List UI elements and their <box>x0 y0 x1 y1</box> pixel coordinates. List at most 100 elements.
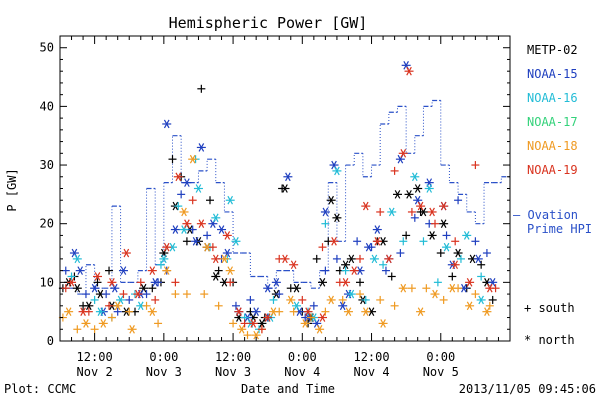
north-point <box>286 295 296 305</box>
north-point <box>110 283 120 293</box>
north-point <box>332 166 342 176</box>
south-point <box>451 237 460 246</box>
south-point <box>321 266 330 275</box>
north-point <box>349 266 359 275</box>
y-tick-label: 20 <box>40 217 54 231</box>
north-point <box>72 254 82 264</box>
x-tick-label-date: Nov 2 <box>77 365 113 379</box>
south-point <box>454 196 463 205</box>
south-point <box>471 290 480 299</box>
north-point <box>300 319 310 328</box>
south-point <box>246 295 255 304</box>
south-point <box>105 301 114 310</box>
north-point <box>147 307 157 316</box>
north-point <box>476 295 486 305</box>
south-point <box>471 161 480 170</box>
north-point <box>211 272 221 281</box>
north-point <box>93 272 102 281</box>
south-point <box>200 290 209 299</box>
x-tick-label-time: 12:00 <box>215 350 251 364</box>
south-point <box>174 202 183 211</box>
north-point <box>393 190 402 199</box>
north-point <box>473 254 483 264</box>
south-point <box>197 84 206 93</box>
south-point <box>67 272 76 281</box>
north-point <box>372 225 382 234</box>
south-point <box>168 155 177 164</box>
north-point <box>159 248 169 258</box>
north-point <box>72 283 82 293</box>
south-point <box>477 260 486 269</box>
north-point <box>413 195 423 205</box>
x-tick-label-time: 12:00 <box>77 350 113 364</box>
south-point <box>376 207 385 216</box>
north-point <box>424 184 434 193</box>
north-point <box>211 213 221 223</box>
south-point <box>208 243 217 252</box>
north-point <box>75 266 85 275</box>
south-point <box>356 254 364 263</box>
north-point <box>127 324 137 334</box>
north-point <box>208 219 218 228</box>
south-point <box>105 266 114 275</box>
north-point <box>182 178 192 187</box>
north-point <box>326 195 336 205</box>
south-point <box>379 260 388 269</box>
north-point <box>416 307 426 316</box>
north-point <box>289 260 299 270</box>
north-point <box>447 283 457 293</box>
south-point <box>231 301 240 310</box>
south-point <box>107 313 116 322</box>
south-point <box>156 260 165 269</box>
north-point <box>329 236 339 246</box>
north-point <box>384 254 394 264</box>
north-point <box>271 278 281 287</box>
south-point <box>419 237 428 246</box>
south-point <box>321 219 330 228</box>
chart-title: Hemispheric Power [GW] <box>169 14 368 32</box>
south-point <box>356 278 364 287</box>
south-point <box>387 272 396 281</box>
y-tick-label: 30 <box>40 158 54 172</box>
north-point <box>133 289 143 299</box>
ovation-legend: — Ovation <box>513 208 578 222</box>
north-point <box>346 289 356 299</box>
south-point <box>206 196 214 205</box>
north-point <box>251 307 261 316</box>
north-point <box>292 301 302 311</box>
north-point <box>107 278 117 287</box>
north-point <box>64 307 74 316</box>
north-point <box>118 266 128 275</box>
south-point <box>399 237 408 246</box>
north-point <box>159 254 169 264</box>
north-point <box>182 219 192 228</box>
south-point <box>229 319 238 328</box>
north-point <box>191 236 201 246</box>
north-point <box>398 283 408 293</box>
x-tick-label-time: 0:00 <box>426 350 455 364</box>
north-point <box>398 149 408 158</box>
south-point <box>119 290 128 299</box>
plot-timestamp: 2013/11/05 09:45:06 <box>459 382 596 396</box>
south-point <box>93 278 102 287</box>
north-point <box>188 154 198 164</box>
north-point <box>69 248 79 258</box>
north-point <box>193 184 203 193</box>
north-point <box>263 313 273 322</box>
north-point <box>280 254 290 264</box>
south-point <box>240 319 249 328</box>
north-point <box>427 207 437 217</box>
north-point <box>170 225 180 234</box>
south-point <box>73 325 82 334</box>
south-point <box>125 295 134 304</box>
north-point <box>439 201 449 211</box>
legend-entry: NOAA-19 <box>527 163 578 177</box>
south-point <box>442 231 451 240</box>
y-tick-label: 0 <box>47 334 54 348</box>
y-tick-label: 50 <box>40 41 54 55</box>
legend-entry: NOAA-16 <box>527 91 578 105</box>
north-point <box>292 283 302 293</box>
south-point <box>361 295 370 304</box>
south-point <box>136 278 145 287</box>
